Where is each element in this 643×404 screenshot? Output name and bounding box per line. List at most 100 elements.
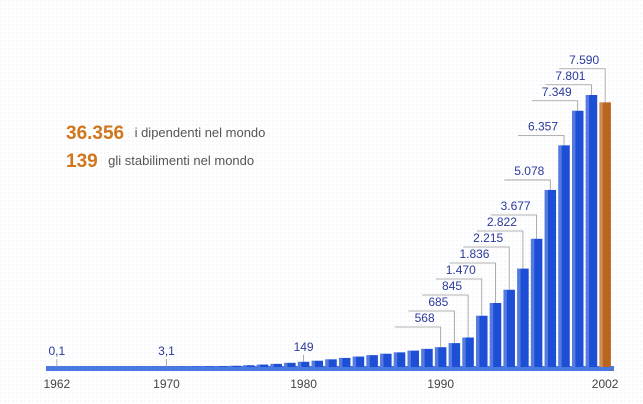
bar bbox=[489, 302, 502, 367]
bar bbox=[325, 359, 337, 367]
bar-shade bbox=[585, 95, 590, 367]
leader-line bbox=[504, 179, 551, 190]
value-label: 2.822 bbox=[487, 215, 517, 229]
bar bbox=[476, 315, 488, 367]
value-label: 1.836 bbox=[459, 247, 489, 261]
bar-shade bbox=[352, 356, 357, 367]
value-label: 2.215 bbox=[473, 231, 503, 245]
leader-line bbox=[422, 294, 469, 338]
bar bbox=[421, 348, 433, 367]
bar-shade bbox=[544, 189, 548, 367]
bar-shade bbox=[421, 348, 425, 367]
x-tick-label: 1980 bbox=[290, 377, 317, 391]
bar bbox=[311, 360, 324, 367]
bar bbox=[558, 145, 570, 367]
leader-line bbox=[408, 310, 455, 344]
bar bbox=[229, 365, 241, 367]
annotation-text: gli stabilimenti nel mondo bbox=[108, 153, 254, 168]
leader-line bbox=[490, 214, 538, 239]
bar bbox=[503, 289, 515, 367]
leader-line bbox=[559, 68, 606, 103]
leader-line bbox=[518, 134, 565, 146]
bar-shade bbox=[311, 360, 315, 367]
bar bbox=[530, 238, 543, 367]
bar bbox=[571, 110, 584, 367]
value-label: 6.357 bbox=[528, 120, 558, 134]
bar bbox=[297, 361, 310, 367]
bar bbox=[407, 350, 420, 367]
bar-shade bbox=[215, 366, 220, 367]
bar-shade bbox=[558, 145, 562, 367]
leader-line bbox=[449, 262, 496, 303]
x-tick-label: 1962 bbox=[44, 377, 71, 391]
value-label: 7.801 bbox=[555, 69, 585, 83]
value-label: 685 bbox=[428, 295, 448, 309]
value-label: 845 bbox=[442, 279, 462, 293]
bar-shade bbox=[284, 362, 288, 367]
value-label: 7.349 bbox=[542, 85, 572, 99]
bar bbox=[256, 364, 269, 367]
leader-line bbox=[435, 278, 483, 316]
bar-shade bbox=[503, 289, 507, 367]
bar-shade bbox=[256, 364, 261, 367]
bar-shade bbox=[476, 315, 480, 367]
bar bbox=[366, 355, 378, 367]
bar bbox=[352, 356, 365, 367]
annotation-value: 139 bbox=[66, 151, 98, 172]
bar-shade bbox=[462, 337, 466, 367]
bar bbox=[270, 363, 282, 367]
annotation: 36.356 i dipendenti nel mondo bbox=[66, 123, 265, 144]
value-label: 3,1 bbox=[158, 344, 175, 358]
value-label: 149 bbox=[294, 340, 314, 354]
bar-shade bbox=[530, 238, 535, 367]
bar-shade bbox=[325, 359, 329, 367]
x-tick-label: 1990 bbox=[427, 377, 454, 391]
bar-shade bbox=[229, 365, 233, 367]
value-label: 3.677 bbox=[501, 199, 531, 213]
value-label: 5.078 bbox=[514, 164, 544, 178]
bar bbox=[284, 362, 296, 367]
bar-shade bbox=[380, 353, 384, 367]
leader-line bbox=[463, 246, 510, 290]
bar-shade bbox=[407, 350, 411, 367]
bar bbox=[242, 365, 255, 367]
bar bbox=[448, 343, 461, 367]
floor bbox=[46, 366, 614, 371]
bar bbox=[599, 102, 611, 368]
bar-shade bbox=[338, 357, 343, 367]
bar bbox=[393, 352, 406, 367]
value-label: 568 bbox=[415, 311, 435, 325]
bar bbox=[338, 357, 351, 367]
annotation-value: 36.356 bbox=[66, 123, 124, 144]
annotation-text: i dipendenti nel mondo bbox=[135, 125, 266, 140]
leader-line bbox=[476, 230, 524, 269]
x-tick-label: 2002 bbox=[592, 377, 619, 391]
bar-shade bbox=[270, 363, 274, 367]
annotation: 139 gli stabilimenti nel mondo bbox=[66, 151, 254, 172]
bar-shade bbox=[448, 343, 453, 367]
bar-shade bbox=[366, 355, 370, 367]
bar-shade bbox=[599, 102, 603, 368]
bar-shade bbox=[393, 352, 398, 367]
bar bbox=[462, 337, 474, 367]
bar bbox=[544, 189, 557, 367]
value-label: 1.470 bbox=[446, 263, 476, 277]
leader-line bbox=[531, 100, 579, 111]
bar bbox=[215, 366, 228, 367]
bar-shade bbox=[517, 268, 521, 367]
bar-shade bbox=[242, 365, 247, 367]
bar bbox=[585, 95, 598, 367]
bar-shade bbox=[571, 110, 576, 367]
bar bbox=[380, 353, 392, 367]
bar-shade bbox=[297, 361, 302, 367]
bar-shade bbox=[489, 302, 494, 367]
bar bbox=[434, 347, 447, 367]
bar-shade bbox=[434, 347, 439, 367]
value-label: 7.590 bbox=[569, 53, 599, 67]
bar-shade bbox=[201, 366, 206, 367]
leader-line bbox=[394, 326, 442, 348]
value-label: 0,1 bbox=[49, 344, 66, 358]
bar bbox=[201, 366, 214, 367]
bar bbox=[517, 268, 529, 367]
